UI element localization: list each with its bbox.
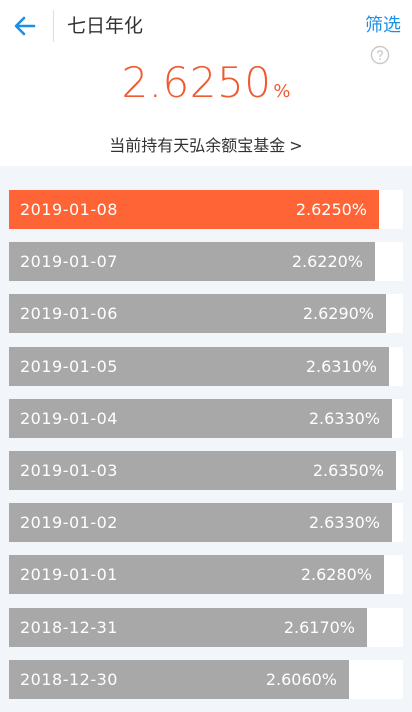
yield-row[interactable]: 2018-12-31 2.6170% [9, 608, 403, 647]
yield-bar [9, 347, 389, 386]
yield-bar [9, 242, 375, 281]
yield-bar [9, 503, 392, 542]
header-bar: 七日年化 筛选 [0, 0, 412, 53]
yield-bar [9, 399, 392, 438]
yield-row[interactable]: 2018-12-30 2.6060% [9, 660, 403, 699]
yield-row-rate: 2.6170% [283, 618, 355, 637]
yield-row-rate: 2.6060% [265, 670, 337, 689]
yield-row-date: 2019-01-04 [20, 409, 118, 428]
yield-row[interactable]: 2019-01-03 2.6350% [9, 451, 403, 490]
fund-link-label: 当前持有天弘余额宝基金 [109, 136, 286, 155]
yield-row-date: 2019-01-06 [20, 304, 118, 323]
yield-bar [9, 608, 367, 647]
yield-bar [9, 660, 349, 699]
chevron-right-icon: > [289, 136, 303, 155]
yield-row-date: 2019-01-07 [20, 252, 118, 271]
current-yield-unit: % [273, 81, 291, 102]
current-yield: 2.6250% [0, 58, 412, 107]
yield-row-date: 2018-12-30 [20, 670, 118, 689]
header-divider [53, 10, 54, 42]
yield-row-date: 2019-01-02 [20, 513, 118, 532]
help-icon[interactable] [370, 45, 390, 65]
yield-row-date: 2019-01-05 [20, 357, 118, 376]
back-arrow-icon[interactable] [12, 13, 38, 39]
yield-history-list: 2019-01-08 2.6250% 2019-01-07 2.6220% 2019-0… [0, 166, 412, 712]
yield-row-rate: 2.6250% [295, 200, 367, 219]
yield-row-date: 2019-01-08 [20, 200, 118, 219]
yield-row-rate: 2.6330% [308, 409, 380, 428]
yield-row[interactable]: 2019-01-06 2.6290% [9, 294, 403, 333]
yield-row-rate: 2.6290% [302, 304, 374, 323]
yield-row-rate: 2.6350% [312, 461, 384, 480]
fund-link[interactable]: 当前持有天弘余额宝基金 > [0, 132, 412, 156]
yield-row-date: 2018-12-31 [20, 618, 118, 637]
yield-row[interactable]: 2019-01-04 2.6330% [9, 399, 403, 438]
yield-row[interactable]: 2019-01-05 2.6310% [9, 347, 403, 386]
yield-row-rate: 2.6280% [300, 565, 372, 584]
yield-row[interactable]: 2019-01-07 2.6220% [9, 242, 403, 281]
yield-row[interactable]: 2019-01-08 2.6250% [9, 190, 403, 229]
yield-row[interactable]: 2019-01-01 2.6280% [9, 555, 403, 594]
summary-panel: 2.6250% 当前持有天弘余额宝基金 > [0, 52, 412, 166]
yield-row[interactable]: 2019-01-02 2.6330% [9, 503, 403, 542]
yield-bar [9, 451, 396, 490]
yield-row-date: 2019-01-03 [20, 461, 118, 480]
yield-bar [9, 190, 379, 229]
filter-button[interactable]: 筛选 [365, 15, 401, 36]
yield-bar [9, 294, 386, 333]
yield-row-rate: 2.6220% [291, 252, 363, 271]
yield-row-date: 2019-01-01 [20, 565, 118, 584]
page-title: 七日年化 [67, 15, 144, 37]
yield-bar [9, 555, 384, 594]
current-yield-value: 2.6250 [121, 58, 272, 107]
yield-row-rate: 2.6310% [305, 357, 377, 376]
yield-row-rate: 2.6330% [308, 513, 380, 532]
